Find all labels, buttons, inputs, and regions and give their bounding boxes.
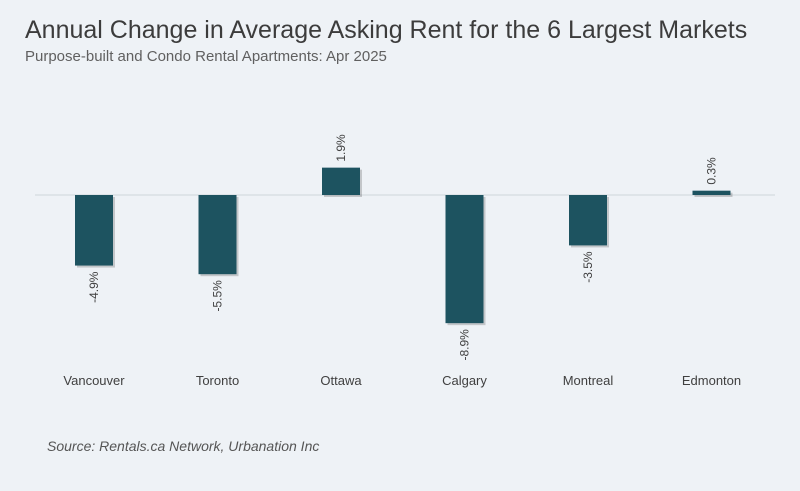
bar-montreal [569,195,607,246]
bar-vancouver [75,195,113,266]
category-label-calgary: Calgary [442,373,487,388]
bars-group: -4.9% Vancouver -5.5% Toronto 1.9% Ottawa -8.9… [63,134,741,388]
category-label-toronto: Toronto [196,373,239,388]
bar-calgary [445,195,484,324]
bar-toronto [198,195,237,275]
chart-source: Source: Rentals.ca Network, Urbanation I… [47,438,320,454]
value-label-edmonton: 0.3% [705,157,719,185]
chart-title: Annual Change in Average Asking Rent for… [25,16,748,44]
category-label-edmonton: Edmonton [682,373,741,388]
value-label-ottawa: 1.9% [334,134,348,162]
chart-subtitle: Purpose-built and Condo Rental Apartment… [25,48,387,65]
value-label-toronto: -5.5% [211,280,225,312]
bar-edmonton [692,190,731,195]
category-label-montreal: Montreal [563,373,614,388]
value-label-vancouver: -4.9% [87,271,101,303]
category-label-ottawa: Ottawa [320,373,362,388]
value-label-calgary: -8.9% [458,329,472,361]
value-label-montreal: -3.5% [581,251,595,283]
bar-ottawa [322,167,360,195]
category-label-vancouver: Vancouver [63,373,125,388]
